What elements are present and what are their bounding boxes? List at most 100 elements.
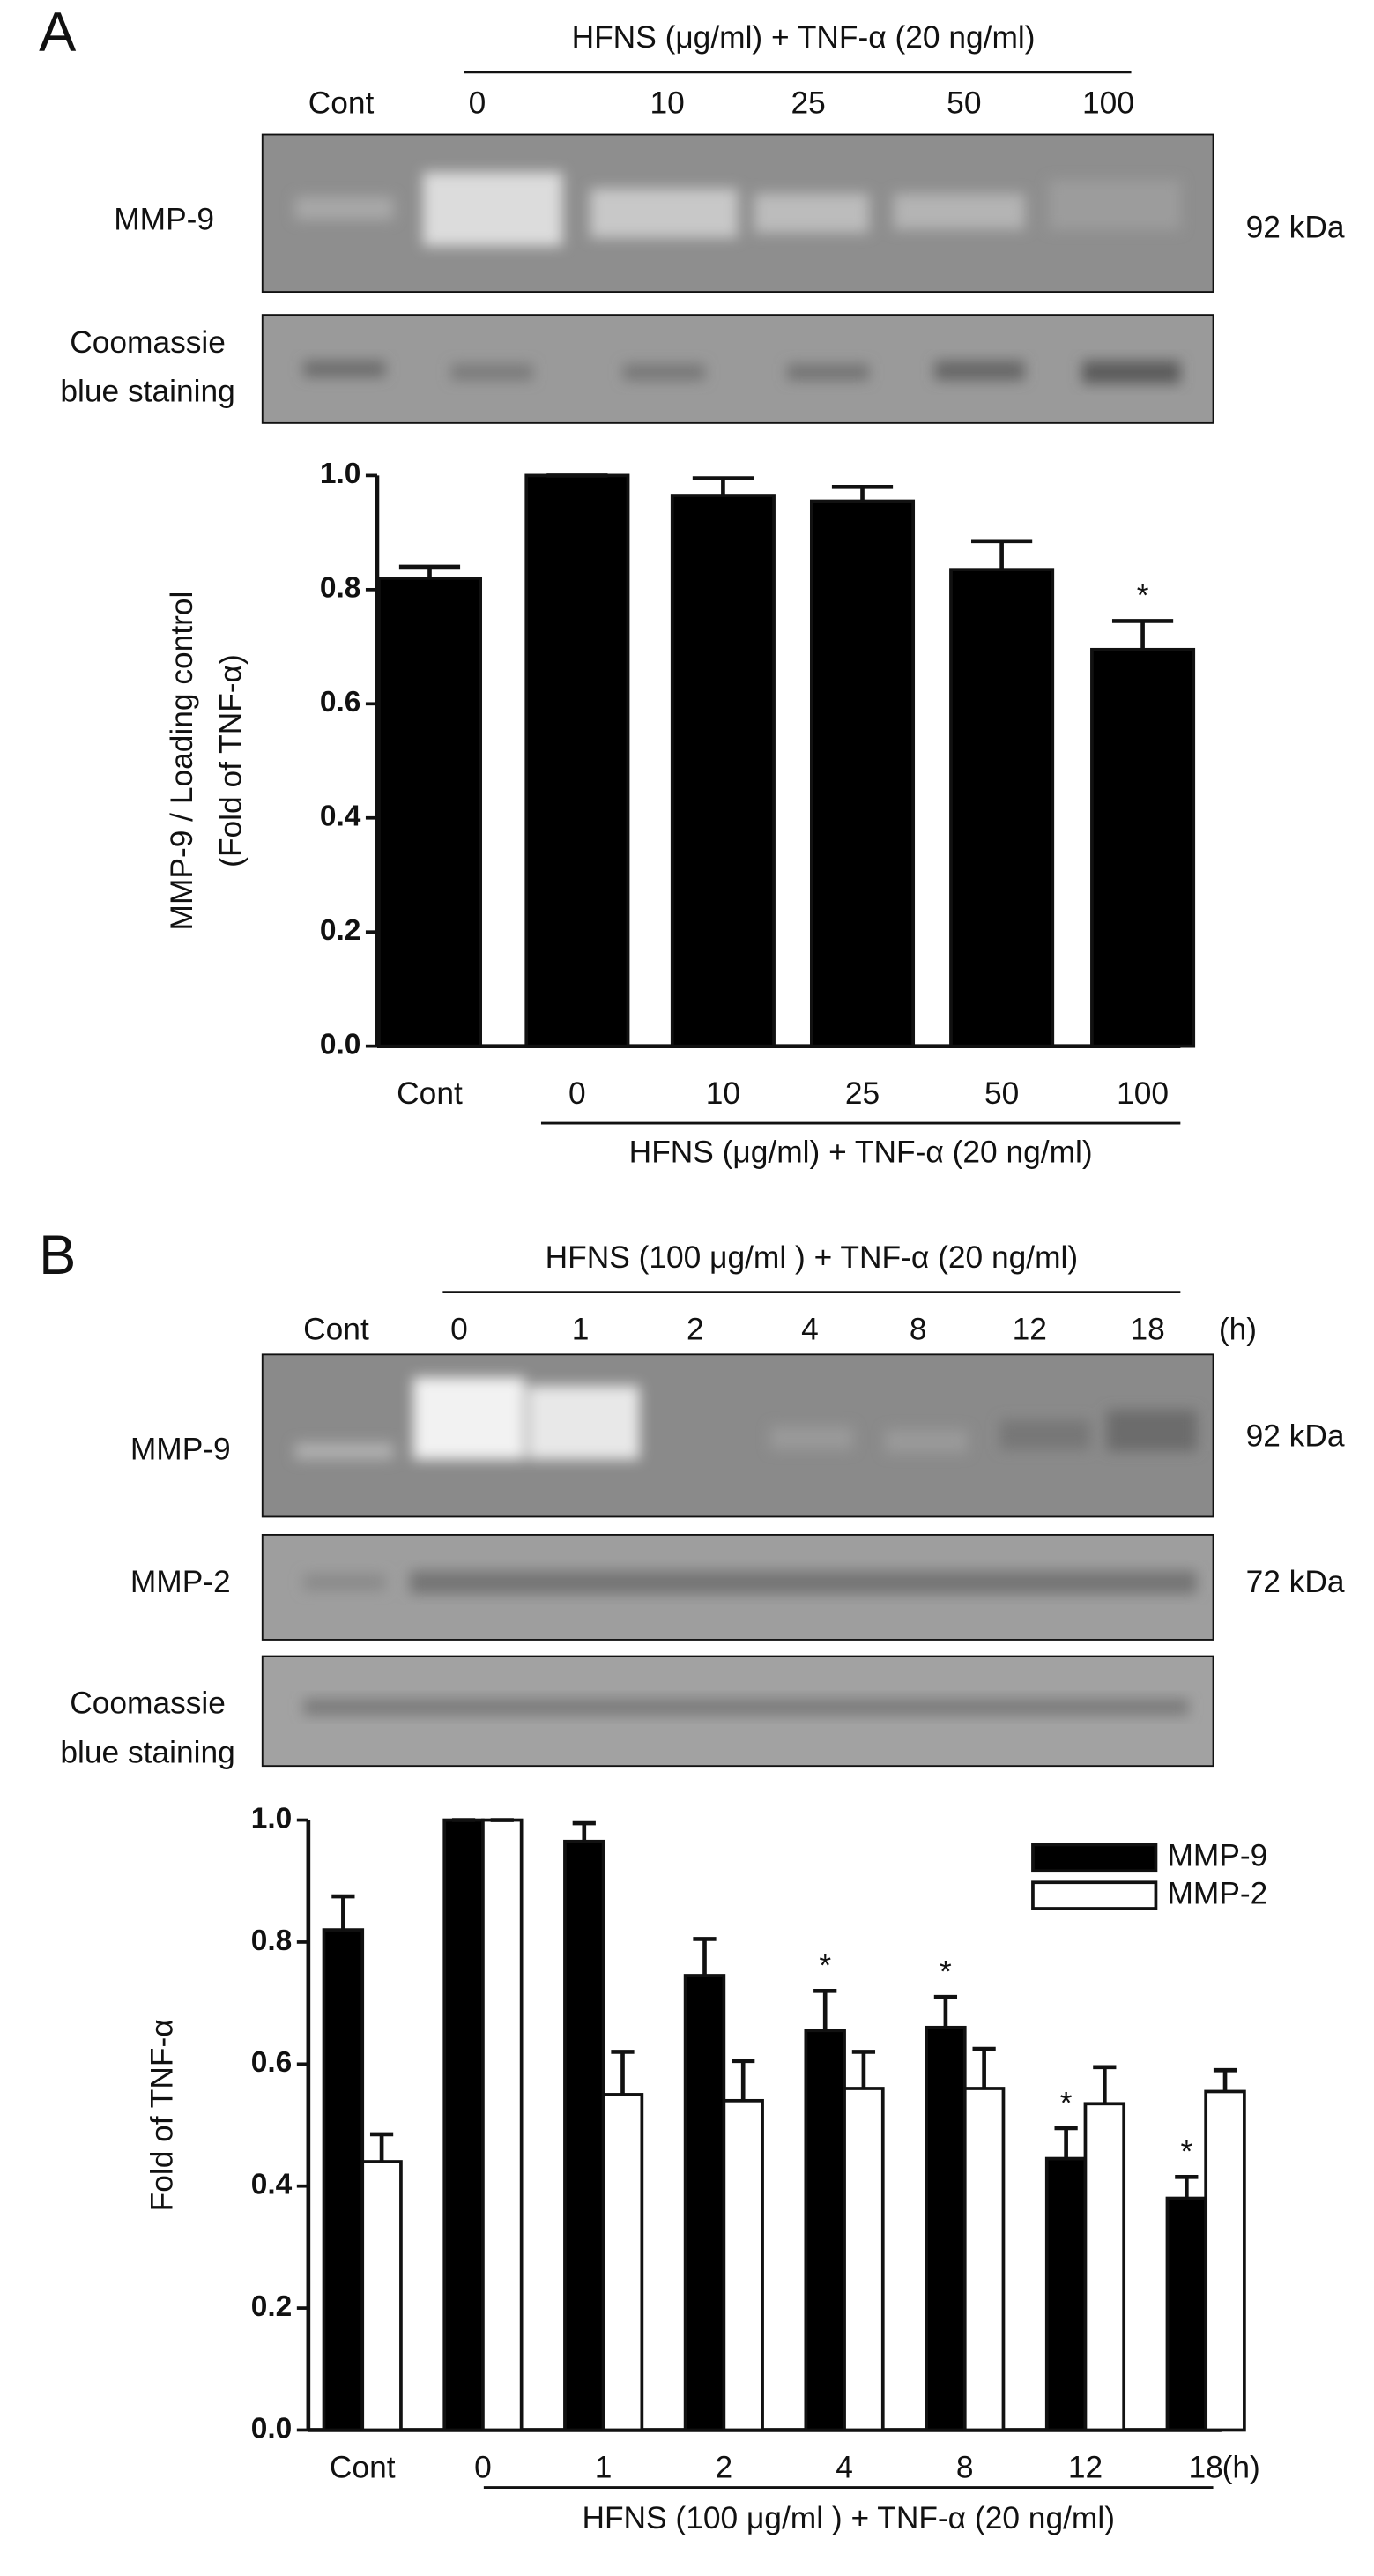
- x-tick-label: 12: [1068, 2450, 1103, 2484]
- legend-label: MMP-9: [1167, 1839, 1267, 1873]
- significance: *: [940, 1954, 952, 1989]
- blot: [261, 314, 1214, 424]
- x-tick-label: 50: [984, 1076, 1019, 1111]
- legend-swatch: [1031, 1880, 1158, 1910]
- bar: [1090, 647, 1196, 1048]
- significance: *: [1180, 2135, 1192, 2170]
- error-bar: [1175, 2174, 1199, 2199]
- bar: [1204, 2089, 1246, 2432]
- lane-label: Cont: [303, 1313, 369, 1347]
- y-tick-label: 0.4: [251, 2169, 293, 2201]
- blot-header: HFNS (μg/ml) + TNF-α (20 ng/ml): [572, 20, 1036, 55]
- error-bar: [732, 2059, 755, 2101]
- bar: [360, 2160, 403, 2432]
- lane-label: 12: [1013, 1313, 1047, 1347]
- y-tick-label: 0.4: [320, 800, 361, 833]
- error-bar: [398, 564, 461, 578]
- bar: [524, 473, 630, 1048]
- x-tick-label: 18: [1189, 2450, 1223, 2484]
- bar: [804, 2029, 846, 2432]
- bar: [949, 568, 1055, 1048]
- lane-label: 2: [687, 1313, 704, 1347]
- y-tick-label: 0.8: [320, 572, 361, 605]
- bar: [481, 1818, 524, 2432]
- lane-label: 8: [910, 1313, 927, 1347]
- lane-label: 25: [791, 86, 825, 120]
- bar: [376, 577, 483, 1048]
- lane-label: 18: [1131, 1313, 1165, 1347]
- bar: [925, 2025, 967, 2432]
- bar: [1083, 2102, 1126, 2432]
- error-bar: [972, 2046, 996, 2088]
- x-tick-label: 0: [568, 1076, 586, 1111]
- panel-label: B: [39, 1225, 76, 1286]
- legend-swatch: [1031, 1843, 1158, 1873]
- error-bar: [1054, 2126, 1078, 2159]
- x-tick-label: 100: [1117, 1076, 1169, 1111]
- error-bar: [369, 2132, 394, 2163]
- error-bar: [813, 1988, 837, 2031]
- lane-label: 4: [801, 1313, 819, 1347]
- bar: [809, 499, 916, 1048]
- row-label: Coomassie: [70, 1686, 226, 1721]
- y-axis-label: MMP-9 / Loading control: [165, 592, 199, 931]
- bar: [322, 1928, 365, 2432]
- significance: *: [1060, 2086, 1073, 2120]
- x-axis-label: HFNS (100 μg/ml ) + TNF-α (20 ng/ml): [582, 2501, 1115, 2535]
- error-bar: [692, 476, 754, 496]
- lane-label: 1: [572, 1313, 590, 1347]
- y-tick-label: 0.2: [251, 2290, 293, 2323]
- lane-label: 50: [947, 86, 981, 120]
- error-bar: [933, 1994, 958, 2028]
- error-bar: [693, 1937, 717, 1976]
- y-tick-label: 0.6: [320, 686, 361, 718]
- x-unit: (h): [1222, 2450, 1260, 2484]
- significance: *: [1137, 579, 1149, 614]
- size-label: 92 kDa: [1246, 211, 1345, 245]
- bar: [670, 494, 776, 1048]
- error-bar: [611, 2050, 635, 2095]
- row-label: MMP-2: [130, 1565, 231, 1599]
- legend-label: MMP-2: [1167, 1876, 1267, 1910]
- y-tick-label: 0.0: [320, 1028, 361, 1061]
- panel-label: A: [39, 2, 77, 63]
- x-tick-label: 4: [836, 2450, 853, 2484]
- row-label: blue staining: [60, 375, 234, 409]
- error-bar: [331, 1894, 355, 1931]
- bar: [683, 1974, 726, 2432]
- y-tick-label: 0.8: [251, 1925, 293, 1957]
- lane-label: 10: [650, 86, 685, 120]
- row-label: MMP-9: [114, 202, 214, 236]
- error-bar: [971, 539, 1033, 570]
- bar: [843, 2087, 885, 2432]
- bands: [294, 172, 1181, 246]
- bar: [722, 2098, 764, 2432]
- error-bar: [572, 1820, 596, 1842]
- bands: [303, 361, 1181, 384]
- x-tick-label: Cont: [330, 2450, 396, 2484]
- bar: [601, 2093, 644, 2432]
- error-bar: [831, 485, 894, 502]
- bar: [962, 2087, 1006, 2432]
- row-label: Coomassie: [70, 325, 226, 360]
- error-bar: [1111, 619, 1174, 650]
- row-label: blue staining: [60, 1735, 234, 1769]
- lane-label: 0: [469, 86, 486, 120]
- y-tick-label: 1.0: [251, 1802, 293, 1835]
- x-axis-label: HFNS (μg/ml) + TNF-α (20 ng/ml): [629, 1135, 1093, 1170]
- bands: [303, 1698, 1189, 1716]
- x-tick-label: 25: [845, 1076, 880, 1111]
- error-bar: [1093, 2065, 1117, 2104]
- bar: [1165, 2196, 1208, 2432]
- x-tick-label: 1: [595, 2450, 613, 2484]
- row-label: MMP-9: [130, 1432, 231, 1466]
- error-bar: [1213, 2067, 1237, 2092]
- blot-header: HFNS (100 μg/ml ) + TNF-α (20 ng/ml): [546, 1240, 1079, 1275]
- bar: [1044, 2156, 1088, 2432]
- x-tick-label: 2: [716, 2450, 733, 2484]
- lane-label: 100: [1082, 86, 1134, 120]
- x-tick-label: Cont: [397, 1076, 463, 1111]
- x-tick-label: 8: [956, 2450, 974, 2484]
- x-tick-label: 0: [474, 2450, 492, 2484]
